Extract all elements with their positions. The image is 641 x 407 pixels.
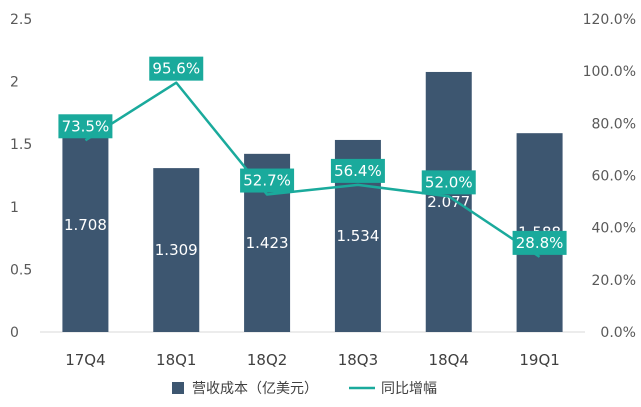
bar-series — [62, 71, 563, 333]
right-tick-label: 0.0% — [600, 325, 636, 341]
line-value-box — [58, 114, 113, 139]
line-value-labels: 73.5% 95.6% 52.7% 56.4% 52.0% 28.8% — [58, 56, 567, 255]
line-value-box — [512, 230, 567, 255]
right-tick-label: 60.0% — [592, 169, 636, 185]
line-value-box — [421, 170, 476, 195]
right-tick-label: 120.0% — [583, 12, 636, 28]
right-tick-label: 100.0% — [583, 64, 636, 80]
legend: 营收成本（亿美元） 同比增幅 — [172, 381, 437, 397]
x-tick-label: 19Q1 — [519, 351, 559, 369]
bar-value-label: 1.309 — [155, 241, 198, 259]
right-tick-label: 20.0% — [592, 273, 636, 289]
line-value-box — [330, 158, 385, 183]
left-tick-label: 2.5 — [10, 12, 32, 28]
left-tick-label: 0.5 — [10, 262, 32, 278]
right-tick-label: 80.0% — [592, 116, 636, 132]
right-axis-ticks: 0.0% 20.0% 40.0% 60.0% 80.0% 100.0% 120.0% — [583, 12, 636, 341]
line-value-label: 95.6% — [152, 60, 200, 78]
bar-value-label: 1.423 — [246, 234, 289, 252]
line-value-label: 56.4% — [334, 162, 382, 180]
line-value-label: 73.5% — [62, 117, 110, 135]
line-value-label: 52.7% — [243, 172, 291, 190]
bar-value-label: 1.708 — [64, 216, 107, 234]
right-tick-label: 40.0% — [592, 221, 636, 237]
legend-line-label: 同比增幅 — [381, 381, 437, 397]
legend-bar-label: 营收成本（亿美元） — [192, 381, 318, 397]
bar-value-label: 2.077 — [427, 193, 470, 211]
left-tick-label: 2 — [10, 75, 19, 91]
line-value-box — [149, 56, 204, 81]
line-value-label: 28.8% — [516, 234, 564, 252]
x-tick-label: 17Q4 — [65, 351, 105, 369]
left-tick-label: 1 — [10, 200, 19, 216]
legend-bar-swatch — [172, 382, 184, 394]
left-axis-ticks: 0 0.5 1 1.5 2 2.5 — [10, 12, 32, 341]
x-tick-label: 18Q2 — [247, 351, 287, 369]
x-tick-label: 18Q1 — [156, 351, 196, 369]
left-tick-label: 1.5 — [10, 137, 32, 153]
line-value-box — [240, 168, 295, 193]
bar-value-label: 1.534 — [336, 227, 379, 245]
x-tick-label: 18Q3 — [338, 351, 378, 369]
x-axis-tick-labels: 17Q4 18Q1 18Q2 18Q3 18Q4 19Q1 — [65, 351, 560, 369]
line-value-label: 52.0% — [425, 173, 473, 191]
bar — [62, 118, 109, 332]
x-tick-label: 18Q4 — [429, 351, 469, 369]
bar — [425, 71, 472, 333]
growth-line — [84, 81, 541, 258]
bar — [153, 168, 200, 332]
left-tick-label: 0 — [10, 325, 19, 341]
